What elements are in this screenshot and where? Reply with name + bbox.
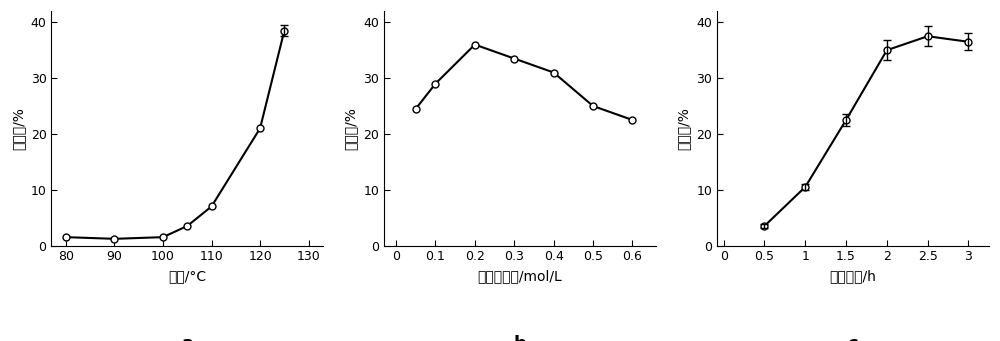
Text: c: c (848, 335, 858, 341)
Text: b: b (514, 335, 527, 341)
Y-axis label: 降解率/%: 降解率/% (11, 107, 25, 150)
X-axis label: 双氧水浓度/mol/L: 双氧水浓度/mol/L (478, 269, 563, 283)
X-axis label: 温度/°C: 温度/°C (168, 269, 206, 283)
Text: a: a (181, 335, 193, 341)
Y-axis label: 降解率/%: 降解率/% (677, 107, 691, 150)
X-axis label: 反应时间/h: 反应时间/h (830, 269, 876, 283)
Y-axis label: 降解率/%: 降解率/% (344, 107, 358, 150)
